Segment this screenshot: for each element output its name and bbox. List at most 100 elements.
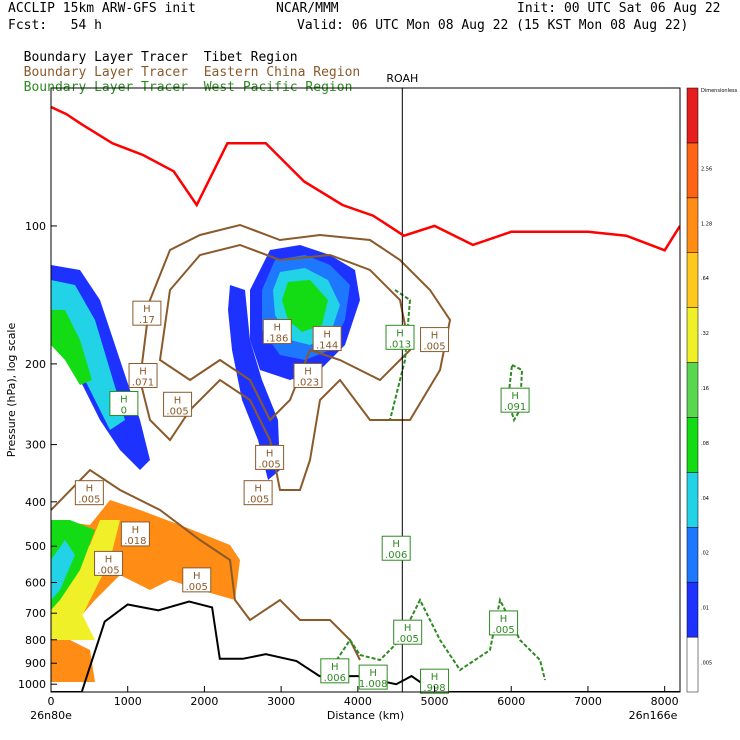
contour-label-value: .005 bbox=[397, 634, 419, 645]
contour-high-marker: H bbox=[431, 331, 439, 342]
contour-high-marker: H bbox=[254, 484, 262, 495]
contour-high-marker: H bbox=[86, 484, 94, 495]
contour-label-box bbox=[94, 550, 124, 576]
y-tick-label: 100 bbox=[25, 220, 46, 233]
contour-label-box bbox=[393, 619, 423, 645]
terrain-line bbox=[51, 600, 680, 692]
x-tick-label: 0 bbox=[48, 695, 55, 708]
contour-high-marker: H bbox=[392, 539, 400, 550]
x-tick-label: 5000 bbox=[421, 695, 449, 708]
contour-label-box bbox=[420, 327, 450, 353]
colorbar-label: .01 bbox=[701, 606, 709, 612]
forecast-hour: Fcst: 54 h bbox=[8, 18, 102, 33]
plot-frame bbox=[50, 87, 681, 693]
contour-label-box bbox=[385, 324, 415, 350]
colorbar-swatch bbox=[686, 87, 699, 144]
contour-high-marker: H bbox=[304, 366, 312, 377]
low-level-brown-contour bbox=[51, 468, 361, 661]
upper-tibet-green bbox=[51, 310, 92, 385]
low-level-yellow bbox=[55, 610, 95, 640]
y-tick-label: 800 bbox=[25, 634, 46, 647]
x-tick-label: 8000 bbox=[651, 695, 679, 708]
contour-high-marker: H bbox=[404, 623, 412, 634]
tracer-name: Boundary Layer Tracer bbox=[23, 65, 189, 80]
colorbar-label: .64 bbox=[701, 276, 709, 282]
low-level-orange bbox=[51, 640, 95, 682]
upper-tibet-cyan bbox=[51, 280, 125, 430]
contour-label-value: .005 bbox=[166, 406, 188, 417]
eastern-china-contour-inner bbox=[158, 243, 412, 422]
contour-high-marker: H bbox=[105, 554, 113, 565]
contour-label-value: .186 bbox=[266, 334, 288, 345]
colorbar-swatch bbox=[686, 252, 699, 308]
colorbar-label: .04 bbox=[701, 496, 709, 502]
contour-high-marker: H bbox=[396, 328, 404, 339]
contour-label-value: .071 bbox=[132, 377, 154, 388]
contour-label-box bbox=[243, 480, 273, 506]
start-point-label: 26n80e bbox=[30, 709, 72, 722]
contour-label-box bbox=[320, 658, 350, 684]
contour-label-box bbox=[381, 535, 411, 561]
y-tick-label: 900 bbox=[25, 657, 46, 670]
contour-high-marker: H bbox=[274, 323, 282, 334]
contour-high-marker: H bbox=[431, 672, 439, 683]
contour-high-marker: H bbox=[120, 394, 128, 405]
colorbar-swatch bbox=[686, 362, 699, 418]
tracer-name: Boundary Layer Tracer bbox=[23, 50, 189, 65]
model-title: ACCLIP 15km ARW-GFS init bbox=[8, 1, 196, 16]
contour-label-box bbox=[182, 567, 212, 593]
colorbar-label: 2.56 bbox=[701, 166, 712, 172]
west-pacific-contour-upper bbox=[389, 289, 412, 421]
contour-label-value: .006 bbox=[385, 550, 407, 561]
contour-high-marker: H bbox=[132, 525, 140, 536]
tracer-legend-eastern-china: Boundary Layer Tracer Eastern China Regi… bbox=[8, 50, 361, 80]
contour-label-box bbox=[255, 444, 285, 470]
contour-label-box bbox=[489, 610, 519, 636]
colorbar-swatch bbox=[686, 197, 699, 253]
contour-label-box bbox=[120, 521, 150, 547]
colorbar-swatch bbox=[686, 417, 699, 473]
contour-label-box bbox=[74, 480, 104, 506]
y-tick-label: 1000 bbox=[18, 678, 46, 691]
tropopause-line bbox=[51, 105, 680, 252]
colorbar-label: 1.28 bbox=[701, 221, 712, 227]
contour-label-value: .023 bbox=[297, 377, 319, 388]
colorbar-label: .005 bbox=[701, 661, 712, 667]
contour-high-marker: H bbox=[331, 662, 339, 673]
eastern-china-tail-blue bbox=[228, 285, 280, 480]
tibet-shading-cyan bbox=[51, 540, 75, 600]
contour-label-value: .144 bbox=[316, 340, 338, 351]
contour-high-marker: H bbox=[266, 448, 274, 459]
init-time: Init: 00 UTC Sat 06 Aug 22 bbox=[517, 1, 721, 16]
eastern-china-green bbox=[282, 280, 328, 332]
colorbar-label: Dimensionless bbox=[701, 88, 738, 94]
colorbar-swatch bbox=[686, 581, 699, 638]
west-pacific-contour-blob bbox=[506, 363, 524, 423]
org-label: NCAR/MMM bbox=[276, 1, 339, 16]
contour-label-value: 0 bbox=[121, 405, 127, 416]
valid-time: Valid: 06 UTC Mon 08 Aug 22 (15 KST Mon … bbox=[297, 18, 689, 33]
contour-label-value: .005 bbox=[492, 625, 514, 636]
contour-high-marker: H bbox=[143, 304, 151, 315]
contour-label-value: .091 bbox=[504, 402, 526, 413]
y-tick-label: 700 bbox=[25, 607, 46, 620]
contour-label-box bbox=[128, 362, 158, 388]
contour-high-marker: H bbox=[174, 395, 182, 406]
contour-label-box bbox=[163, 391, 193, 417]
contour-label-box bbox=[293, 362, 323, 388]
contour-label-box bbox=[262, 319, 292, 345]
west-pacific-contour-low bbox=[329, 596, 546, 681]
contour-label-box bbox=[312, 325, 342, 351]
x-tick-label: 3000 bbox=[267, 695, 295, 708]
y-axis-label: Pressure (hPa), log scale bbox=[5, 323, 18, 458]
contour-label-value: .005 bbox=[423, 342, 445, 353]
colorbar-swatch bbox=[686, 636, 699, 693]
contour-high-marker: H bbox=[139, 366, 147, 377]
contour-high-marker: H bbox=[369, 668, 377, 679]
colorbar-swatch bbox=[686, 472, 699, 528]
x-tick-label: 7000 bbox=[574, 695, 602, 708]
x-tick-label: 4000 bbox=[344, 695, 372, 708]
tracer-region: Eastern China Region bbox=[203, 65, 361, 80]
tracer-region: Tibet Region bbox=[203, 50, 298, 65]
